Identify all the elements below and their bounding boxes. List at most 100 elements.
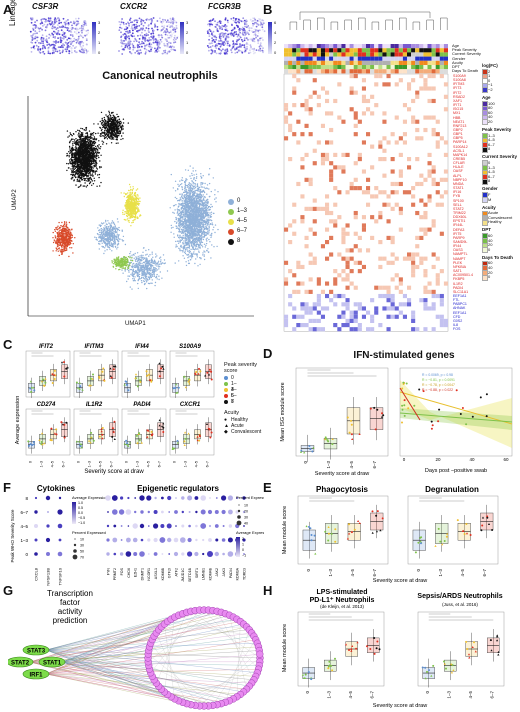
umap-cell <box>108 132 110 134</box>
umap-cell <box>86 147 88 149</box>
marker-cell <box>154 51 156 53</box>
umap-cell <box>181 200 183 202</box>
marker-cell <box>32 38 35 40</box>
umap-cell <box>103 127 106 129</box>
marker-cell <box>162 28 164 31</box>
umap-cell <box>77 144 80 146</box>
marker-cell <box>209 30 212 33</box>
marker-cell <box>60 29 63 32</box>
umap-cell <box>98 140 100 142</box>
marker-cell <box>54 37 56 40</box>
marker-cell <box>257 42 260 45</box>
umap-cell <box>175 216 177 219</box>
umap-cell <box>89 178 91 180</box>
marker-cell <box>58 19 61 21</box>
umap-cell <box>80 133 83 135</box>
umap-cell <box>173 236 175 238</box>
marker-cell <box>131 32 134 35</box>
umap-cell <box>81 156 83 158</box>
marker-cell <box>125 30 127 33</box>
marker-cell <box>138 41 140 44</box>
marker-cell <box>249 18 252 21</box>
umap-cell <box>79 163 81 165</box>
umap-cell <box>71 178 73 180</box>
marker-cell <box>30 51 33 53</box>
marker-cell <box>141 19 144 22</box>
marker-cell <box>62 43 64 45</box>
marker-cell <box>74 20 77 23</box>
marker-cell <box>73 47 76 49</box>
marker-cell <box>47 47 50 50</box>
marker-cell <box>137 34 139 37</box>
marker-cell <box>162 50 165 52</box>
marker-cell <box>57 37 59 39</box>
umap-cell <box>110 135 112 137</box>
umap-cell <box>217 228 219 231</box>
marker-cell <box>70 31 73 34</box>
marker-cell <box>168 41 170 44</box>
umap-cell <box>99 160 101 162</box>
marker-cell <box>237 33 240 36</box>
umap-cell <box>75 153 78 155</box>
umap-cell <box>110 138 112 140</box>
marker-cell <box>30 21 33 24</box>
marker-cell <box>246 48 248 50</box>
umap-cell <box>188 244 191 246</box>
marker-cell <box>144 29 146 32</box>
umap-cell <box>114 116 116 118</box>
umap-cell <box>205 203 207 206</box>
marker-cell <box>222 36 225 38</box>
marker-cell <box>232 19 235 22</box>
marker-cell <box>164 44 166 47</box>
marker-cell <box>83 29 85 31</box>
marker-cell <box>144 36 147 39</box>
umap-cell <box>83 129 86 131</box>
umap-cell <box>83 147 85 149</box>
marker-cell <box>156 20 159 22</box>
umap-cell <box>193 251 195 253</box>
marker-cell <box>78 42 80 45</box>
marker-cell <box>232 17 235 19</box>
marker-cell <box>252 50 255 53</box>
umap-cell <box>190 177 192 180</box>
marker-cell <box>162 18 164 21</box>
umap-cell <box>174 220 176 223</box>
umap-cell <box>210 211 213 213</box>
umap-cell <box>202 252 204 254</box>
marker-cell <box>239 36 242 39</box>
umap-cell <box>207 216 209 218</box>
marker-cell <box>80 25 83 27</box>
marker-cell <box>260 45 263 48</box>
umap-cell <box>83 139 85 141</box>
umap-cell <box>179 239 181 241</box>
umap-cell <box>189 252 191 254</box>
marker-cell <box>260 23 263 25</box>
umap-cell <box>194 249 196 251</box>
umap-cell <box>72 171 74 173</box>
marker-cell <box>224 18 227 21</box>
marker-cell <box>123 28 126 31</box>
marker-cell <box>77 37 80 40</box>
marker-cell <box>224 37 227 40</box>
marker-cell <box>141 27 144 30</box>
umap-cell <box>116 113 118 116</box>
marker-cell <box>136 30 138 33</box>
marker-cell <box>73 40 75 43</box>
marker-cell <box>145 34 148 37</box>
marker-cell <box>55 28 58 31</box>
umap-cell <box>184 182 187 184</box>
umap-cell <box>75 172 77 174</box>
marker-cell <box>70 21 72 24</box>
marker-cell <box>39 27 42 30</box>
umap-cell <box>110 128 112 130</box>
umap-cell <box>199 241 201 243</box>
marker-cell <box>123 32 126 35</box>
umap-cell <box>100 111 103 114</box>
umap-cell <box>180 232 183 234</box>
umap-cell <box>88 137 90 139</box>
marker-cell <box>226 50 229 53</box>
marker-cell <box>36 19 38 22</box>
umap-cell <box>193 178 195 180</box>
marker-cell <box>47 20 50 22</box>
umap-cell <box>120 129 123 131</box>
